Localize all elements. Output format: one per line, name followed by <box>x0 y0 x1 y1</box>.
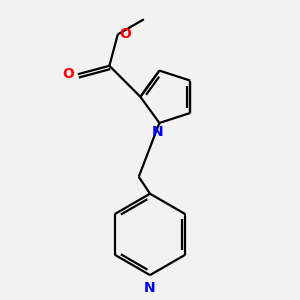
Text: N: N <box>152 125 163 139</box>
Text: N: N <box>144 281 156 296</box>
Text: O: O <box>120 27 131 41</box>
Text: O: O <box>62 67 74 81</box>
